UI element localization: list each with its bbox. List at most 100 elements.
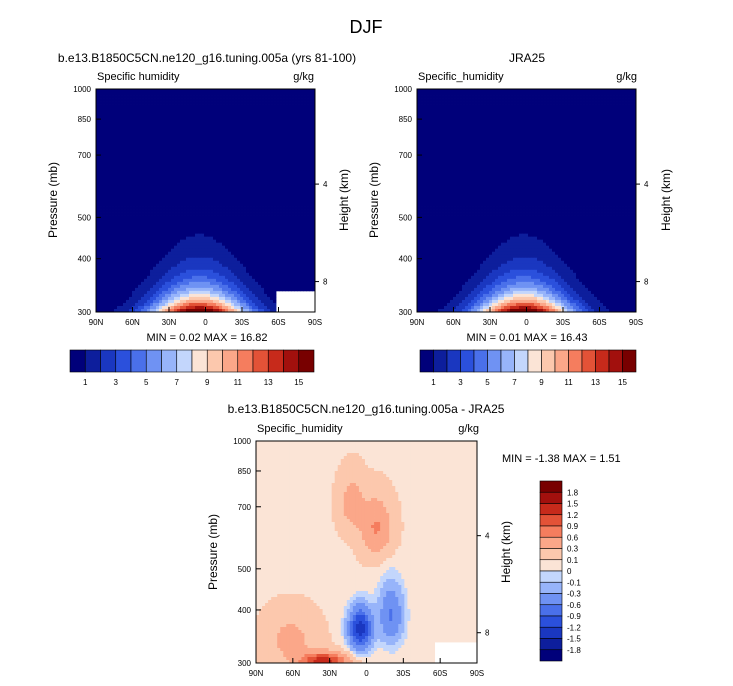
heat-cell bbox=[102, 239, 106, 244]
heat-cell bbox=[210, 140, 214, 144]
heat-cell bbox=[276, 158, 280, 162]
heat-cell bbox=[252, 203, 256, 207]
heat-cell bbox=[141, 257, 145, 262]
heat-cell bbox=[201, 116, 205, 120]
heat-cell bbox=[126, 209, 130, 213]
heat-cell bbox=[96, 143, 100, 147]
heat-cell bbox=[240, 227, 244, 232]
heat-cell bbox=[165, 194, 169, 198]
heat-cell bbox=[147, 284, 151, 289]
heat-cell bbox=[303, 197, 307, 201]
heat-cell bbox=[144, 266, 148, 271]
heat-cell bbox=[255, 188, 259, 192]
heat-cell bbox=[138, 122, 142, 126]
heat-cell bbox=[117, 143, 121, 147]
heat-cell bbox=[294, 176, 298, 180]
heat-cell bbox=[294, 194, 298, 198]
heat-cell bbox=[147, 242, 151, 247]
heat-cell bbox=[102, 293, 106, 298]
heat-cell bbox=[180, 206, 184, 210]
heat-cell bbox=[234, 110, 238, 114]
heat-cell bbox=[156, 245, 160, 250]
heat-cell bbox=[219, 284, 223, 289]
heat-cell bbox=[204, 116, 208, 120]
heat-cell bbox=[219, 278, 223, 283]
heat-cell bbox=[123, 230, 127, 235]
heat-cell bbox=[171, 272, 175, 277]
heat-cell bbox=[243, 254, 247, 259]
heat-cell bbox=[219, 236, 223, 241]
heat-cell bbox=[153, 215, 157, 219]
heat-cell bbox=[240, 218, 244, 222]
heat-cell bbox=[192, 107, 196, 111]
heat-cell bbox=[246, 284, 250, 289]
heat-cell bbox=[102, 209, 106, 213]
heat-cell bbox=[273, 209, 277, 213]
heat-cell bbox=[195, 212, 199, 216]
heat-cell bbox=[285, 230, 289, 235]
heat-cell bbox=[126, 203, 130, 207]
heat-cell bbox=[150, 215, 154, 219]
heat-cell bbox=[225, 188, 229, 192]
heat-cell bbox=[159, 128, 163, 132]
heat-cell bbox=[192, 164, 196, 168]
heat-cell bbox=[309, 230, 313, 235]
heat-cell bbox=[282, 263, 286, 268]
heat-cell bbox=[285, 203, 289, 207]
heat-cell bbox=[129, 191, 133, 195]
heat-cell bbox=[153, 170, 157, 174]
heat-cell bbox=[171, 179, 175, 183]
heat-cell bbox=[108, 185, 112, 189]
heat-cell bbox=[258, 263, 262, 268]
heat-cell bbox=[249, 203, 253, 207]
heat-cell bbox=[210, 182, 214, 186]
heat-cell bbox=[126, 272, 130, 277]
heat-cell bbox=[159, 149, 163, 153]
heat-cell bbox=[144, 218, 148, 222]
heat-cell bbox=[252, 92, 256, 96]
heat-cell bbox=[264, 116, 268, 120]
heat-cell bbox=[246, 185, 250, 189]
heat-cell bbox=[117, 242, 121, 247]
heat-cell bbox=[285, 266, 289, 271]
heat-cell bbox=[138, 119, 142, 123]
heat-cell bbox=[126, 194, 130, 198]
heat-cell bbox=[195, 275, 199, 280]
heat-cell bbox=[96, 155, 100, 159]
heat-cell bbox=[144, 179, 148, 183]
heat-cell bbox=[174, 233, 178, 238]
heat-cell bbox=[102, 218, 106, 222]
heat-cell bbox=[192, 134, 196, 138]
heat-cell bbox=[174, 164, 178, 168]
heat-cell bbox=[108, 98, 112, 102]
heat-cell bbox=[273, 188, 277, 192]
heat-cell bbox=[198, 293, 202, 298]
heat-cell bbox=[114, 149, 118, 153]
heat-cell bbox=[300, 209, 304, 213]
heat-cell bbox=[267, 101, 271, 105]
heat-cell bbox=[279, 161, 283, 165]
heat-cell bbox=[177, 179, 181, 183]
heat-cell bbox=[240, 254, 244, 259]
heat-cell bbox=[186, 191, 190, 195]
heat-cell bbox=[294, 251, 298, 256]
heat-cell bbox=[285, 200, 289, 204]
heat-cell bbox=[192, 203, 196, 207]
heat-cell bbox=[246, 116, 250, 120]
heat-cell bbox=[159, 89, 163, 93]
heat-cell bbox=[306, 155, 310, 159]
heat-cell bbox=[153, 134, 157, 138]
heat-cell bbox=[153, 194, 157, 198]
heat-cell bbox=[288, 233, 292, 238]
heat-cell bbox=[183, 164, 187, 168]
heat-cell bbox=[111, 233, 115, 238]
heat-cell bbox=[246, 218, 250, 222]
heat-cell bbox=[153, 143, 157, 147]
heat-cell bbox=[171, 212, 175, 216]
heat-cell bbox=[300, 107, 304, 111]
heat-cell bbox=[228, 233, 232, 238]
heat-cell bbox=[198, 164, 202, 168]
heat-cell bbox=[156, 89, 160, 93]
heat-cell bbox=[123, 287, 127, 292]
heat-cell bbox=[249, 287, 253, 292]
